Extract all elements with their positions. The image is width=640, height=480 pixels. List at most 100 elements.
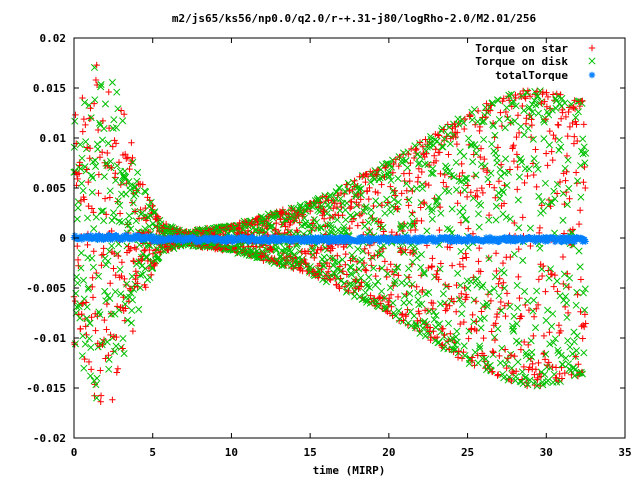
total-point: [409, 237, 417, 245]
star-point: [522, 95, 529, 102]
disk-point: [483, 302, 491, 310]
disk-point: [417, 250, 425, 259]
star-point: [423, 150, 430, 157]
star-point: [582, 184, 589, 192]
y-tick-label: 0.02: [40, 32, 67, 45]
disk-point: [477, 324, 485, 332]
disk-point: [79, 276, 88, 284]
star-point: [460, 318, 468, 326]
disk-point: [415, 159, 423, 167]
y-tick-label: -0.02: [33, 432, 66, 445]
star-point: [80, 115, 88, 123]
star-point: [425, 181, 432, 189]
disk-point: [580, 349, 588, 357]
star-point: [97, 367, 104, 374]
disk-point: [80, 364, 88, 372]
disk-point: [480, 135, 488, 144]
x-tick-label: 25: [461, 446, 474, 459]
disk-point: [431, 136, 439, 144]
disk-point: [82, 138, 90, 146]
disk-point: [77, 165, 85, 173]
disk-point: [363, 279, 371, 288]
star-point: [574, 137, 581, 145]
star-point: [554, 121, 562, 128]
star-point: [282, 223, 289, 230]
star-point: [532, 146, 539, 153]
star-point: [378, 181, 385, 188]
disk-point: [391, 268, 400, 276]
disk-point: [557, 351, 565, 359]
disk-point: [86, 372, 95, 380]
disk-point: [380, 294, 389, 302]
disk-point: [476, 342, 484, 350]
disk-point: [353, 210, 361, 218]
star-point: [488, 328, 495, 335]
star-point: [82, 121, 89, 129]
star-point: [450, 298, 458, 305]
disk-point: [530, 97, 538, 105]
star-point: [365, 195, 372, 203]
disk-point: [452, 158, 460, 167]
star-point: [350, 215, 357, 222]
disk-point: [131, 183, 139, 191]
disk-point: [549, 310, 557, 318]
star-point: [96, 154, 104, 161]
star-point: [390, 160, 397, 168]
star-point: [74, 242, 81, 250]
star-point: [457, 189, 464, 197]
star-point: [542, 150, 550, 157]
disk-point: [574, 108, 582, 116]
disk-point: [337, 195, 345, 203]
star-point: [120, 294, 127, 301]
disk-point: [413, 184, 421, 193]
disk-point: [535, 192, 543, 200]
star-point: [566, 123, 574, 131]
disk-point: [317, 224, 325, 232]
disk-point: [128, 306, 136, 315]
disk-point: [348, 271, 356, 279]
star-point: [439, 325, 447, 332]
star-point: [82, 323, 89, 330]
star-point: [104, 149, 111, 157]
x-tick-label: 10: [225, 446, 238, 459]
star-point: [463, 193, 471, 201]
star-point: [89, 283, 96, 291]
star-point: [101, 316, 108, 324]
star-point: [543, 103, 551, 110]
disk-point: [458, 300, 466, 308]
star-point: [119, 345, 126, 352]
disk-point: [545, 141, 553, 149]
star-point: [454, 129, 461, 136]
star-point: [446, 244, 454, 251]
disk-point: [548, 106, 556, 114]
disk-point: [522, 373, 530, 381]
star-point: [112, 271, 119, 279]
star-point: [468, 325, 475, 332]
disk-point: [443, 338, 451, 346]
total-point: [454, 233, 461, 241]
disk-point: [487, 169, 495, 177]
disk-point: [455, 120, 463, 128]
disk-point: [544, 376, 552, 385]
star-point: [97, 398, 104, 405]
star-point: [581, 163, 588, 171]
star-point: [421, 200, 428, 207]
star-point: [495, 280, 502, 287]
total-point: [201, 234, 209, 241]
star-point: [105, 124, 113, 132]
star-point: [74, 175, 81, 183]
star-point: [549, 156, 556, 164]
star-point: [456, 172, 463, 180]
star-point: [441, 331, 448, 339]
star-point: [346, 224, 353, 232]
star-point: [83, 144, 91, 151]
star-point: [503, 364, 510, 372]
star-point: [484, 291, 492, 298]
star-point: [500, 279, 507, 286]
disk-point: [561, 292, 570, 301]
star-point: [77, 325, 84, 332]
star-point: [484, 167, 491, 174]
disk-point: [515, 339, 523, 347]
disk-point: [510, 312, 518, 320]
disk-point: [446, 167, 454, 175]
